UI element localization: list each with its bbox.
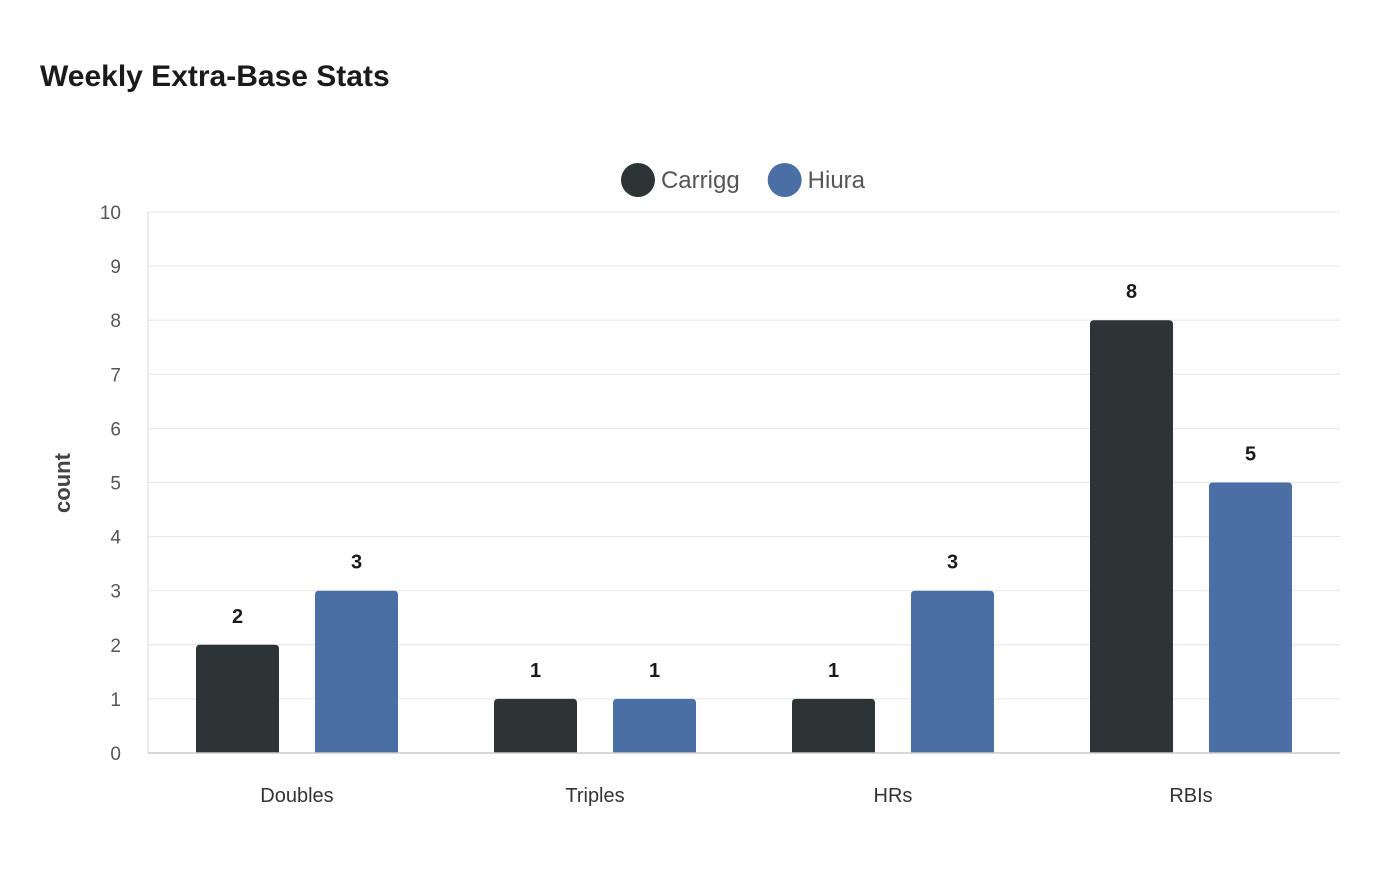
y-tick-label: 8 <box>110 311 121 332</box>
data-label: 3 <box>947 552 958 574</box>
legend-item-carrigg[interactable]: Carrigg <box>620 163 740 197</box>
chart-title: Weekly Extra-Base Stats <box>40 60 390 93</box>
legend-swatch <box>767 163 802 197</box>
x-tick-label: HRs <box>874 785 913 807</box>
bar-hiura-hrs[interactable] <box>911 590 994 753</box>
data-label: 1 <box>530 660 541 682</box>
y-tick-label: 0 <box>110 744 121 765</box>
bar-hiura-rbis[interactable] <box>1209 482 1292 754</box>
y-tick-label: 2 <box>110 636 121 657</box>
x-tick-label: Triples <box>565 785 624 807</box>
bar-carrigg-hrs[interactable] <box>792 698 875 753</box>
x-axis: Doubles Triples HRs RBIs <box>148 752 1340 807</box>
data-labels: 2 3 1 1 1 3 8 5 <box>232 281 1256 682</box>
data-label: 2 <box>232 606 243 628</box>
x-tick-label: RBIs <box>1169 785 1212 807</box>
data-label: 3 <box>351 552 362 574</box>
data-label: 1 <box>828 660 839 682</box>
legend-label: Hiura <box>808 167 866 194</box>
data-label: 1 <box>649 660 660 682</box>
bar-carrigg-triples[interactable] <box>494 698 577 753</box>
y-tick-label: 4 <box>110 528 121 549</box>
legend-item-hiura[interactable]: Hiura <box>767 163 866 197</box>
legend-swatch <box>620 163 655 197</box>
y-axis-title: count <box>50 452 75 513</box>
bar-hiura-triples[interactable] <box>613 698 696 753</box>
y-axis: 0 1 2 3 4 5 6 7 8 9 10 <box>100 203 149 765</box>
bars <box>196 320 1292 753</box>
bar-hiura-doubles[interactable] <box>315 590 398 753</box>
y-tick-label: 6 <box>110 419 121 440</box>
y-tick-label: 5 <box>110 474 121 495</box>
legend: Carrigg Hiura <box>620 163 866 197</box>
y-tick-label: 1 <box>110 690 121 711</box>
legend-label: Carrigg <box>661 167 740 194</box>
bar-carrigg-doubles[interactable] <box>196 644 279 753</box>
y-tick-label: 10 <box>100 203 121 224</box>
data-label: 5 <box>1245 444 1256 466</box>
y-tick-label: 7 <box>110 365 121 386</box>
bar-carrigg-rbis[interactable] <box>1090 320 1173 753</box>
x-tick-label: Doubles <box>260 785 333 807</box>
data-label: 8 <box>1126 281 1137 303</box>
y-tick-label: 9 <box>110 257 121 278</box>
y-tick-label: 3 <box>110 582 121 603</box>
